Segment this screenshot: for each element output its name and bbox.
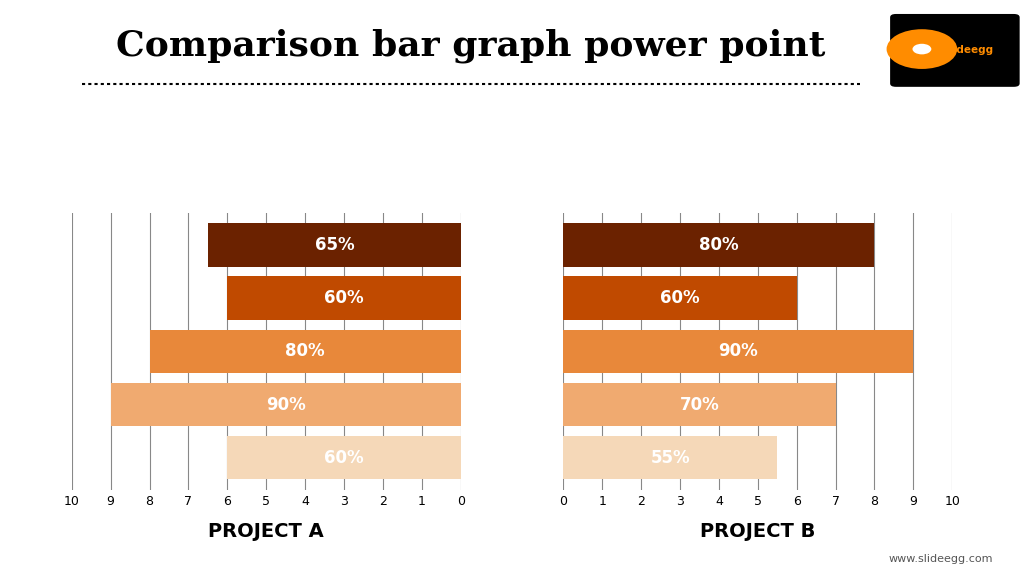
Bar [208, 223, 461, 267]
Text: 65%: 65% [314, 236, 354, 254]
Bar [563, 223, 874, 267]
Bar [563, 329, 913, 373]
FancyBboxPatch shape [890, 14, 1020, 87]
Bar [150, 329, 461, 373]
Bar [563, 276, 797, 320]
Text: 55%: 55% [650, 449, 690, 467]
Text: slideegg: slideegg [944, 46, 994, 55]
Circle shape [912, 44, 932, 54]
Text: www.slideegg.com: www.slideegg.com [889, 555, 993, 564]
Text: Comparison bar graph power point: Comparison bar graph power point [117, 29, 825, 63]
X-axis label: PROJECT B: PROJECT B [700, 522, 815, 541]
Bar [563, 436, 777, 479]
Text: 80%: 80% [286, 342, 325, 361]
Text: 90%: 90% [719, 342, 758, 361]
Bar [227, 436, 461, 479]
Text: 80%: 80% [699, 236, 738, 254]
Bar [227, 276, 461, 320]
Text: 60%: 60% [325, 289, 364, 307]
Text: 90%: 90% [266, 396, 305, 414]
Text: 60%: 60% [325, 449, 364, 467]
Circle shape [887, 29, 957, 69]
Bar [111, 382, 461, 426]
Text: 70%: 70% [680, 396, 719, 414]
Bar [563, 382, 836, 426]
X-axis label: PROJECT A: PROJECT A [208, 522, 325, 541]
Text: 60%: 60% [660, 289, 699, 307]
